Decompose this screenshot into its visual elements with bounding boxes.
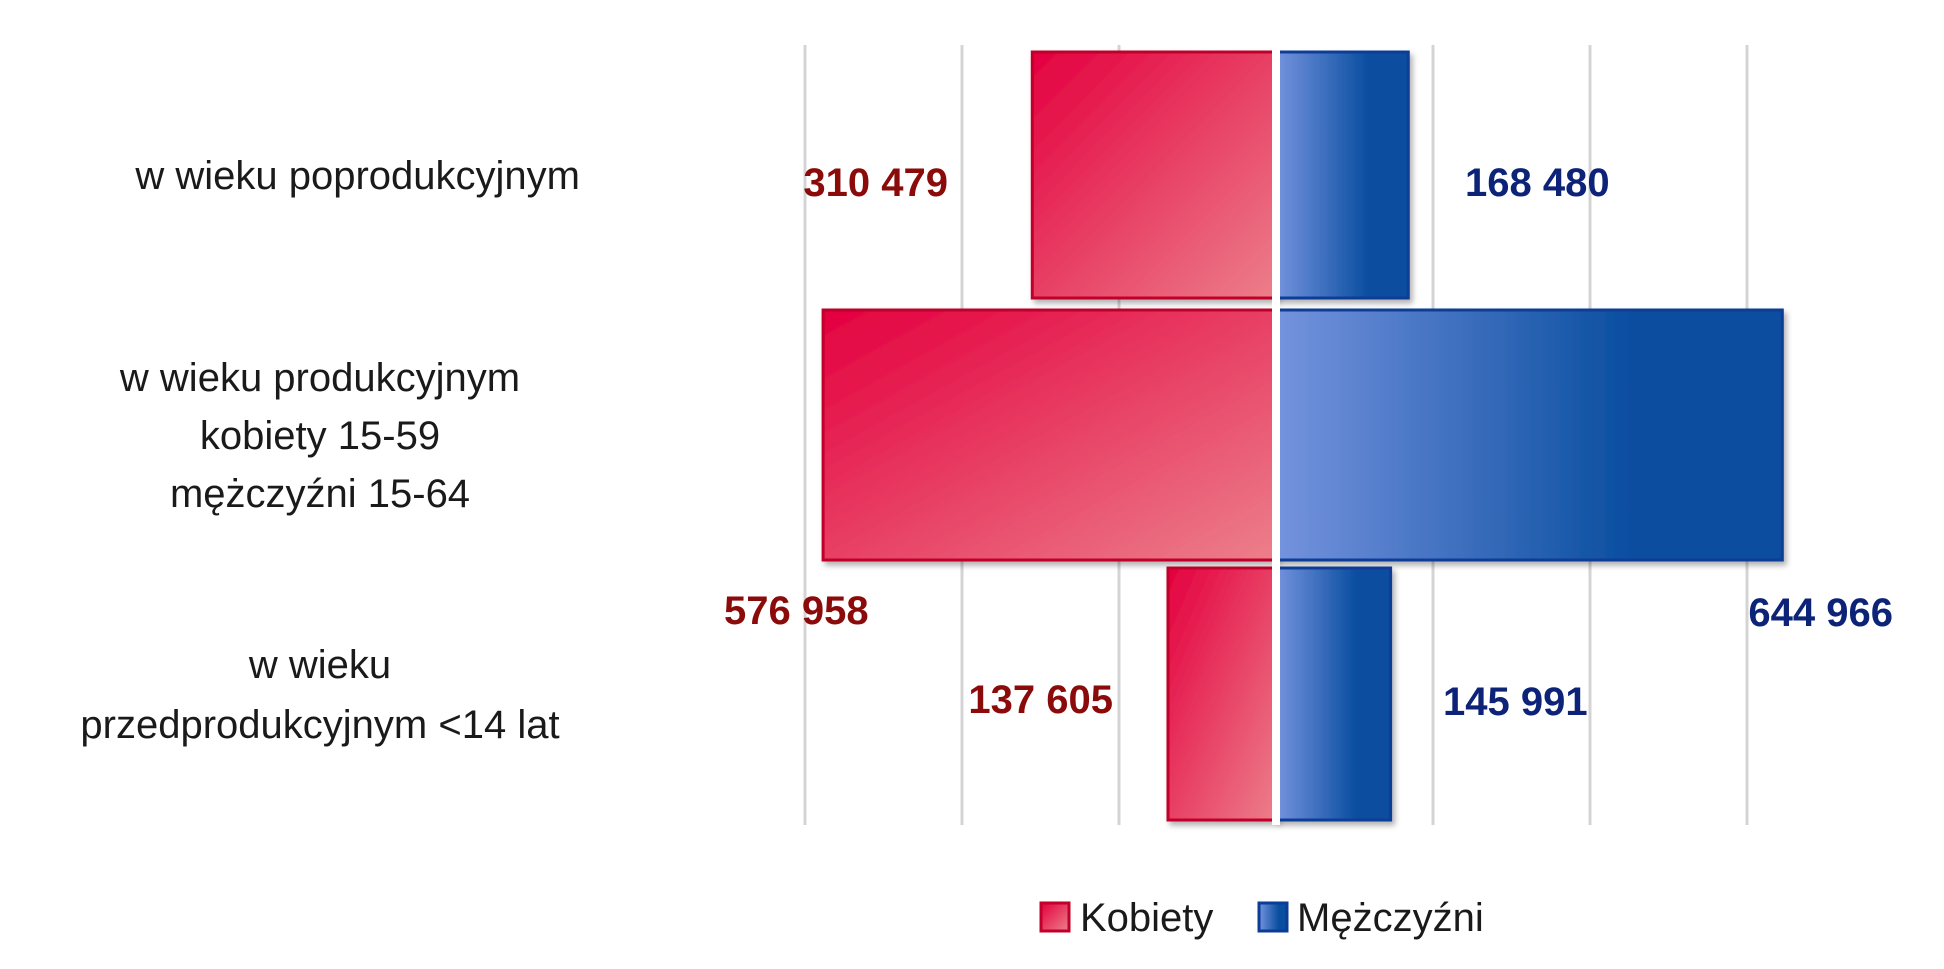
category-label: w wieku poprodukcyjnym — [134, 154, 580, 198]
bars — [821, 50, 1784, 822]
bar-male — [1274, 50, 1410, 300]
legend-label-female: Kobiety — [1080, 896, 1213, 940]
bar-female — [1030, 50, 1278, 300]
legend-label-male: Mężczyźni — [1297, 896, 1484, 940]
category-label: przedprodukcyjnym <14 lat — [80, 703, 559, 747]
bar-male — [1274, 566, 1393, 822]
category-label: w wieku produkcyjnym — [119, 356, 520, 400]
legend-swatch-female — [1039, 901, 1071, 933]
value-label-male: 145 991 — [1443, 680, 1588, 724]
value-label-female: 576 958 — [724, 589, 869, 633]
value-label-female: 137 605 — [968, 678, 1113, 722]
bar-female — [821, 308, 1278, 562]
value-label-male: 644 966 — [1748, 591, 1893, 635]
value-label-male: 168 480 — [1465, 161, 1610, 205]
legend: Kobiety Mężczyźni — [1039, 896, 1484, 940]
category-label: mężczyźni 15-64 — [170, 472, 470, 516]
legend-swatch-male — [1257, 901, 1289, 933]
value-label-female: 310 479 — [803, 161, 948, 205]
category-label: w wieku — [248, 643, 391, 687]
value-labels: 310 479 168 480 576 958 644 966 137 605 145 9… — [724, 161, 1893, 724]
category-labels: w wieku poprodukcyjnym w wieku produkcyjn… — [80, 154, 580, 747]
category-label: kobiety 15-59 — [200, 414, 440, 458]
bar-male — [1274, 308, 1784, 562]
bar-female — [1166, 566, 1278, 822]
